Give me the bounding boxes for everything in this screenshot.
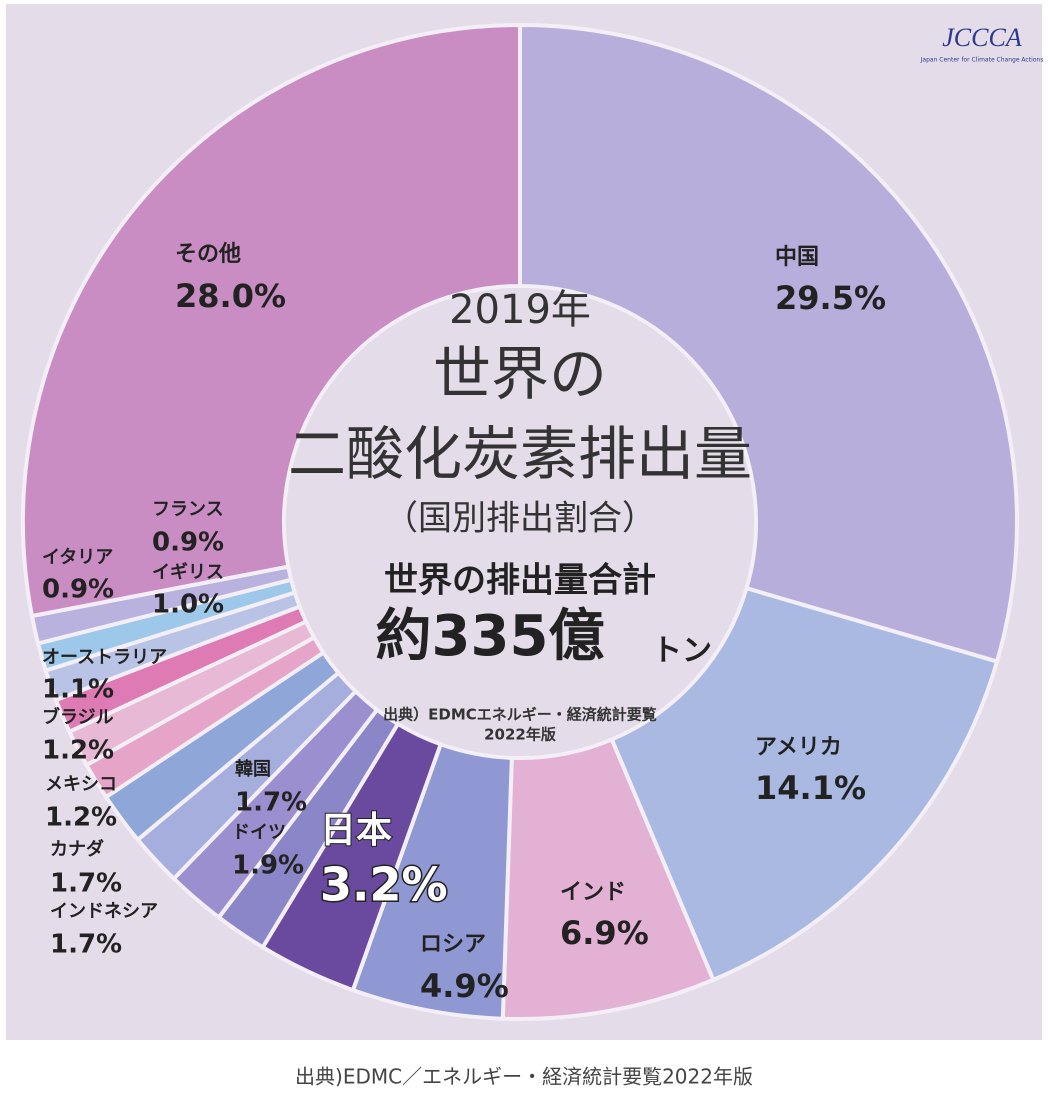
slice-value: 3.2% bbox=[320, 858, 448, 912]
slice bbox=[609, 585, 1000, 983]
slices bbox=[21, 22, 1019, 1021]
slice-value: 29.5% bbox=[775, 279, 886, 317]
logo-subtitle: Japan Center for Climate Change Actions bbox=[920, 57, 1044, 64]
slice-name: ドイツ bbox=[232, 822, 286, 843]
total-unit: トン bbox=[652, 634, 712, 669]
slice-name: インドネシア bbox=[50, 901, 158, 922]
slice-name: イギリス bbox=[152, 562, 224, 583]
slice-value: 6.9% bbox=[560, 914, 649, 952]
slice-name: アメリカ bbox=[755, 735, 842, 760]
slice-value: 1.2% bbox=[45, 803, 117, 833]
logo: JCCCA bbox=[942, 23, 1022, 52]
center-subtitle: 二酸化炭素排出量 bbox=[288, 420, 752, 488]
inner-source: 出典）EDMCエネルギー・経済統計要覧 bbox=[383, 706, 657, 724]
slice bbox=[518, 22, 1019, 665]
slice-name: メキシコ bbox=[45, 774, 117, 795]
inner-circle bbox=[286, 288, 754, 756]
slice-value: 28.0% bbox=[175, 277, 286, 315]
slice-value: 1.9% bbox=[232, 851, 304, 881]
slice-name: 日本 bbox=[320, 810, 392, 851]
slice-value: 1.1% bbox=[42, 675, 114, 705]
slice-value: 4.9% bbox=[420, 967, 509, 1005]
source: 出典)EDMC／エネルギー・経済統計要覧2022年版 bbox=[295, 1065, 753, 1089]
center-title: 2019年 bbox=[449, 287, 591, 333]
slice-value: 1.7% bbox=[50, 930, 122, 960]
slice-name: その他 bbox=[175, 242, 241, 267]
slice-value: 14.1% bbox=[755, 769, 866, 807]
slice-value: 1.2% bbox=[42, 736, 114, 766]
slice-name: ブラジル bbox=[42, 706, 114, 728]
slice-name: カナダ bbox=[50, 838, 104, 860]
slice-value: 0.9% bbox=[42, 575, 114, 605]
slice-value: 1.7% bbox=[50, 869, 122, 899]
slice-name: ロシア bbox=[420, 932, 486, 957]
slice-value: 1.0% bbox=[152, 590, 224, 620]
total-value: 約335億 bbox=[376, 604, 605, 669]
slice bbox=[21, 22, 522, 619]
slice-name: 韓国 bbox=[235, 758, 271, 780]
slice-name: 中国 bbox=[775, 245, 819, 270]
slice-value: 0.9% bbox=[152, 528, 224, 558]
slice-name: オーストラリア bbox=[42, 647, 167, 668]
slice-name: イタリア bbox=[42, 547, 113, 568]
slice-name: インド bbox=[560, 880, 626, 905]
inner-source: 2022年版 bbox=[484, 726, 556, 744]
slice-value: 1.7% bbox=[235, 788, 307, 818]
labels: 中国 29.5% アメリカ 14.1% インド 6.9% ロシア 4.9% 日本 3.2% 韓国 1.… bbox=[42, 242, 886, 1005]
slice-name: フランス bbox=[152, 499, 224, 520]
total-label: 世界の排出量合計 bbox=[384, 561, 656, 601]
center-subtitle: （国別排出割合） bbox=[384, 499, 656, 539]
center-subtitle: 世界の bbox=[433, 340, 607, 408]
